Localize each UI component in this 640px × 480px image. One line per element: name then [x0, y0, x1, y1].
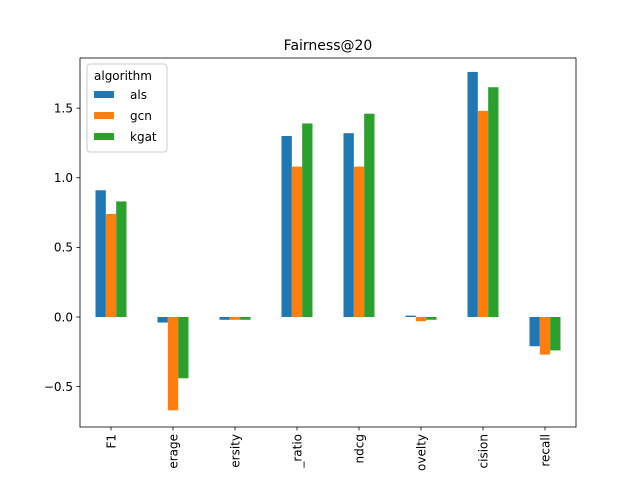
legend-label-als: als — [130, 88, 147, 102]
bar-als-2 — [219, 317, 230, 320]
bar-als-7 — [529, 317, 540, 347]
bar-kgat-3 — [302, 123, 313, 317]
x-tick-label: ersity — [228, 434, 242, 468]
y-tick-label: −0.5 — [44, 380, 73, 394]
y-tick-label: 1.0 — [54, 171, 73, 185]
bar-gcn-5 — [415, 317, 427, 322]
x-tick-label: ndcg — [352, 434, 366, 463]
legend-box — [86, 63, 168, 153]
legend-swatch-kgat — [94, 133, 114, 140]
x-tick-label: cision — [476, 434, 490, 468]
legend-label-kgat: kgat — [130, 130, 157, 144]
axes-layer: −0.5 0.0 0.5 1.0 1.5 F1 erage ersity _ratio ndcg o… — [44, 57, 577, 471]
bar-gcn-4 — [353, 166, 365, 317]
x-tick-label: ovelty — [414, 434, 428, 471]
bar-kgat-0 — [116, 201, 127, 317]
bar-gcn-0 — [105, 213, 117, 317]
bar-kgat-4 — [364, 113, 375, 317]
bar-kgat-5 — [426, 317, 437, 320]
bar-kgat-6 — [488, 87, 499, 317]
bar-gcn-7 — [539, 317, 551, 355]
bar-gcn-6 — [477, 110, 489, 317]
bar-kgat-1 — [178, 317, 189, 379]
bar-als-4 — [343, 133, 354, 317]
chart-title: Fairness@20 — [284, 38, 373, 54]
bar-als-0 — [95, 190, 106, 317]
bar-als-5 — [405, 315, 416, 317]
y-tick-label: 0.5 — [54, 241, 73, 255]
bar-als-1 — [157, 317, 168, 323]
bar-gcn-2 — [229, 317, 241, 320]
bar-als-3 — [281, 135, 292, 317]
legend-label-gcn: gcn — [130, 109, 152, 123]
legend: algorithm als gcn kgat — [86, 63, 168, 153]
bars-layer — [95, 71, 561, 411]
bar-kgat-2 — [240, 317, 251, 320]
x-tick-label: recall — [538, 434, 552, 467]
y-tick-label: 1.5 — [54, 101, 73, 115]
bar-gcn-1 — [167, 317, 179, 411]
legend-title: algorithm — [94, 69, 152, 83]
axes-frame — [79, 57, 577, 428]
y-tick-label: 0.0 — [54, 310, 73, 324]
x-tick-label: _ratio — [290, 434, 304, 469]
bar-als-6 — [467, 71, 478, 317]
legend-swatch-als — [94, 91, 114, 98]
x-tick-label: F1 — [104, 434, 118, 449]
x-tick-label: erage — [166, 434, 180, 469]
bar-gcn-3 — [291, 166, 303, 317]
legend-swatch-gcn — [94, 112, 114, 119]
bar-kgat-7 — [550, 317, 561, 351]
